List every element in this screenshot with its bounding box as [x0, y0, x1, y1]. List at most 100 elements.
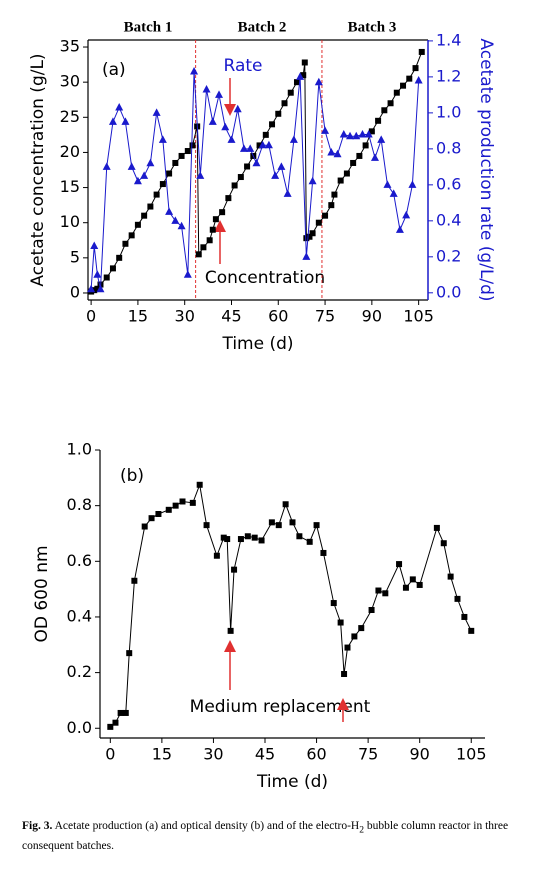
x-tick-label: 105 — [456, 745, 487, 764]
marker — [246, 144, 255, 152]
series-annotation: Rate — [224, 56, 263, 76]
marker — [258, 537, 265, 544]
marker — [195, 251, 202, 258]
marker — [337, 619, 344, 626]
series-line — [90, 51, 423, 293]
marker — [128, 232, 135, 239]
marker — [147, 203, 154, 210]
y2-tick-label: 0.8 — [436, 138, 461, 157]
y2-tick-label: 1.4 — [436, 30, 461, 49]
marker — [264, 140, 273, 149]
x-tick-label: 15 — [152, 745, 172, 764]
marker — [296, 533, 303, 540]
y2-tick-label: 1.0 — [436, 102, 461, 121]
y2-tick-label: 0.4 — [436, 210, 461, 229]
marker — [468, 627, 475, 634]
marker — [112, 719, 119, 726]
x-tick-label: 30 — [203, 745, 223, 764]
marker — [213, 552, 220, 559]
marker — [140, 171, 149, 179]
marker — [127, 162, 136, 170]
marker — [237, 174, 244, 181]
marker — [302, 252, 311, 260]
marker — [368, 607, 375, 613]
x-tick-label: 105 — [403, 307, 434, 326]
marker — [350, 159, 357, 166]
y-tick-label: 15 — [60, 177, 80, 196]
marker — [461, 613, 468, 620]
y2-tick-label: 1.2 — [436, 66, 461, 85]
marker — [322, 212, 329, 219]
marker — [91, 287, 98, 294]
marker — [301, 59, 308, 66]
y2-tick-label: 0.6 — [436, 174, 461, 193]
marker — [141, 523, 148, 530]
x-axis-label: Time (d) — [221, 334, 293, 354]
marker — [153, 191, 160, 198]
marker — [133, 176, 142, 185]
marker — [215, 90, 224, 98]
marker — [152, 108, 161, 116]
marker — [337, 177, 344, 184]
marker — [251, 534, 258, 541]
marker — [269, 121, 276, 128]
marker — [303, 235, 310, 242]
batch-label: Batch 1 — [124, 19, 173, 35]
marker — [313, 522, 320, 529]
marker — [454, 595, 461, 602]
marker — [172, 502, 179, 509]
marker — [165, 207, 174, 215]
marker — [396, 561, 403, 568]
marker — [314, 77, 323, 86]
marker — [381, 107, 388, 114]
marker — [377, 135, 386, 143]
marker — [122, 709, 129, 716]
marker — [116, 254, 123, 261]
panel-label: (b) — [120, 466, 144, 486]
marker — [179, 498, 186, 505]
marker — [362, 142, 369, 149]
marker — [256, 142, 263, 149]
marker — [166, 170, 173, 177]
y-tick-label: 35 — [60, 37, 80, 56]
marker — [400, 82, 407, 89]
marker — [352, 131, 361, 140]
y2-axis-label: Acetate production rate (g/L/d) — [476, 38, 496, 301]
marker — [275, 522, 282, 529]
caption: Fig. 3. Acetate production (a) and optic… — [22, 818, 537, 855]
marker — [440, 540, 447, 547]
x-tick-label: 45 — [221, 307, 241, 326]
y-tick-label: 25 — [60, 107, 80, 126]
marker — [283, 189, 292, 197]
y-tick-label: 5 — [70, 247, 80, 266]
marker — [107, 723, 114, 730]
y2-tick-label: 0.2 — [436, 246, 461, 265]
x-tick-label: 0 — [105, 745, 115, 764]
x-tick-label: 90 — [362, 307, 382, 326]
marker — [126, 650, 133, 657]
marker — [343, 170, 350, 177]
batch-label: Batch 2 — [238, 19, 287, 35]
y-tick-label: 1.0 — [67, 440, 92, 459]
marker — [171, 216, 180, 224]
marker — [358, 625, 365, 632]
marker — [103, 274, 110, 281]
marker — [327, 147, 336, 156]
marker — [433, 524, 440, 531]
marker — [328, 202, 335, 209]
marker — [387, 100, 394, 107]
y2-tick-label: 0.0 — [436, 282, 461, 301]
marker — [93, 270, 102, 278]
marker — [321, 126, 330, 134]
marker — [224, 536, 231, 543]
marker — [306, 538, 313, 545]
caption-text: bubble column reactor in three consequen… — [22, 820, 509, 853]
figure: Batch 1 Batch 2 Batch 3 (a) Rate Concent… — [28, 19, 496, 792]
marker — [370, 153, 379, 161]
marker — [206, 237, 213, 244]
marker — [296, 72, 305, 80]
marker — [108, 117, 117, 125]
marker — [393, 89, 400, 96]
marker — [358, 129, 367, 138]
marker — [183, 270, 192, 278]
